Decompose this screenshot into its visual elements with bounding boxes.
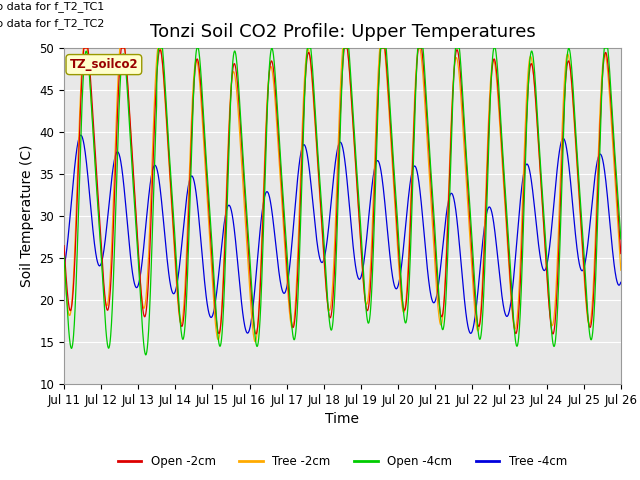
Y-axis label: Soil Temperature (C): Soil Temperature (C) — [20, 145, 34, 287]
Text: No data for f_T2_TC2: No data for f_T2_TC2 — [0, 18, 104, 29]
Legend: Open -2cm, Tree -2cm, Open -4cm, Tree -4cm: Open -2cm, Tree -2cm, Open -4cm, Tree -4… — [113, 450, 572, 473]
Text: TZ_soilco2: TZ_soilco2 — [70, 58, 138, 71]
Text: No data for f_T2_TC1: No data for f_T2_TC1 — [0, 1, 104, 12]
Title: Tonzi Soil CO2 Profile: Upper Temperatures: Tonzi Soil CO2 Profile: Upper Temperatur… — [150, 23, 535, 41]
X-axis label: Time: Time — [325, 412, 360, 426]
